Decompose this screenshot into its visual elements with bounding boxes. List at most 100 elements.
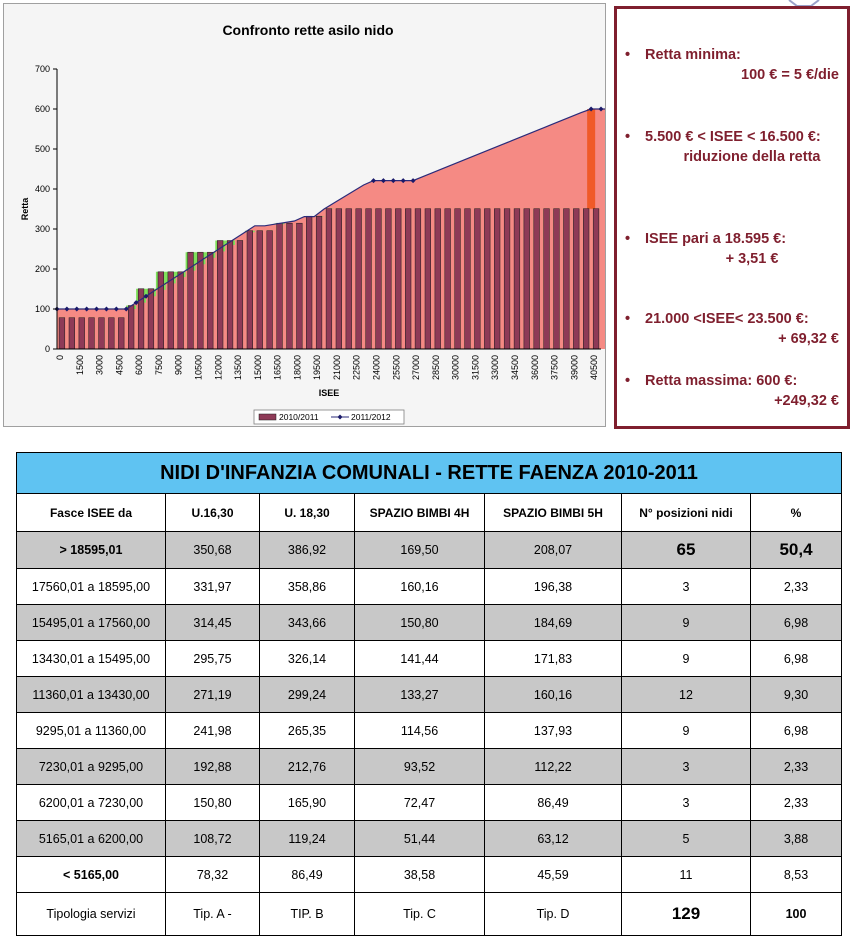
table-cell: 86,49	[484, 784, 622, 821]
y-tick-label: 100	[35, 304, 50, 314]
bar-2010-2011	[276, 222, 283, 350]
table-cell: 265,35	[259, 712, 355, 749]
table-header-cell: SPAZIO BIMBI 4H	[354, 493, 485, 532]
x-tick-label: 18000	[292, 355, 302, 380]
x-tick-label: 15000	[253, 355, 263, 380]
table-cell: 212,76	[259, 748, 355, 785]
x-tick-label: 27000	[411, 355, 421, 380]
table-footer-row: Tipologia servizi Tip. A - TIP. B Tip. C Tip…	[16, 892, 843, 936]
legend-label-2011-2012: 2011/2012	[351, 412, 391, 422]
table-cell: 9	[621, 640, 751, 677]
table-cell: 184,69	[484, 604, 622, 641]
bar-2010-2011	[494, 208, 501, 350]
table-cell: 2,33	[749, 784, 843, 821]
table-cell: TIP. B	[259, 892, 355, 936]
bar-2010-2011	[108, 317, 115, 350]
table-cell: 51,44	[354, 820, 485, 857]
table-cell: 150,80	[354, 604, 485, 641]
table-row: 9295,01 a 11360,00 241,98 265,35 114,56 137,…	[16, 712, 843, 749]
table-cell: 350,68	[165, 531, 260, 569]
table-cell: Tip. C	[354, 892, 485, 936]
table-cell: 208,07	[484, 531, 622, 569]
table-cell: 165,90	[259, 784, 355, 821]
line-marker	[380, 178, 386, 184]
x-tick-label: 22500	[352, 355, 362, 380]
line-marker	[400, 178, 406, 184]
bar-2010-2011	[226, 240, 234, 350]
bar-2010-2011	[375, 208, 382, 350]
table-cell: 119,24	[259, 820, 355, 857]
table-cell: 5	[621, 820, 751, 857]
bar-2010-2011	[395, 208, 402, 350]
bar-2010-2011	[68, 317, 75, 350]
bar-2010-2011	[325, 208, 333, 350]
bar-2010-2011	[266, 230, 273, 350]
bar-2010-2011	[167, 271, 174, 350]
table-cell: 13430,01 a 15495,00	[16, 640, 166, 677]
table-cell: 5165,01 a 6200,00	[16, 820, 166, 857]
table-header-cell: U.16,30	[165, 493, 260, 532]
x-tick-label: 21000	[332, 355, 342, 380]
table-row: > 18595,01 350,68 386,92 169,50 208,07 65 50,4	[16, 531, 843, 569]
bar-2010-2011	[98, 317, 105, 350]
x-tick-label: 30000	[451, 355, 461, 380]
bar-2010-2011	[553, 208, 560, 350]
line-marker	[588, 106, 594, 112]
notes-box: • Retta minima: 100 € = 5 €/die • 5.500 …	[614, 6, 850, 429]
table-cell: > 18595,01	[16, 531, 166, 569]
table-header-row: Fasce ISEE da U.16,30 U. 18,30 SPAZIO BIMBI…	[16, 493, 843, 532]
bar-2010-2011	[405, 208, 412, 350]
note-retta-minima: • Retta minima: 100 € = 5 €/die	[625, 45, 839, 85]
line-marker	[64, 306, 70, 312]
table-cell: 129	[621, 892, 751, 936]
bullet-icon: •	[625, 47, 631, 63]
table-header-cell: U. 18,30	[259, 493, 355, 532]
table-cell: 11360,01 a 13430,00	[16, 676, 166, 713]
bar-2010-2011	[128, 305, 135, 350]
bar-2010-2011	[573, 208, 580, 350]
table-cell: 9	[621, 604, 751, 641]
bar-2010-2011	[484, 208, 491, 350]
table-cell: 137,93	[484, 712, 622, 749]
bar-2010-2011	[286, 222, 293, 350]
bar-2010-2011	[513, 208, 521, 350]
note-isee-18595: • ISEE pari a 18.595 €: + 3,51 €	[625, 229, 839, 269]
legend-box	[253, 409, 405, 425]
table-cell: 100	[749, 892, 843, 936]
line-marker	[84, 306, 90, 312]
table-cell: 271,19	[165, 676, 260, 713]
note-line2: riduzione della retta	[683, 149, 821, 165]
table-cell: 2,33	[749, 748, 843, 785]
bullet-icon: •	[625, 129, 631, 145]
y-tick-label: 500	[35, 144, 50, 154]
table-cell: 63,12	[484, 820, 622, 857]
x-tick-label: 9000	[174, 355, 184, 375]
bar-2010-2011	[523, 208, 530, 350]
bar-2010-2011	[464, 208, 471, 350]
max-increase-band	[587, 109, 596, 209]
table-cell: 9295,01 a 11360,00	[16, 712, 166, 749]
bar-2010-2011	[503, 208, 511, 350]
bar-2010-2011	[58, 317, 66, 350]
line-marker	[123, 306, 129, 312]
x-tick-label: 24000	[372, 355, 382, 380]
note-line1: 21.000 <ISEE< 23.500 €:	[645, 311, 809, 327]
bullet-icon: •	[625, 231, 631, 247]
table-cell: 141,44	[354, 640, 485, 677]
x-tick-label: 4500	[114, 355, 124, 375]
bar-2010-2011	[355, 208, 362, 350]
note-isee-21000: • 21.000 <ISEE< 23.500 €: + 69,32 €	[625, 309, 839, 349]
bar-2010-2011	[592, 208, 600, 350]
note-line2: + 69,32 €	[778, 331, 839, 347]
table-cell: 78,32	[165, 856, 260, 893]
table-header-cell: Fasce ISEE da	[16, 493, 166, 532]
bar-2010-2011	[78, 317, 85, 350]
table-cell: 295,75	[165, 640, 260, 677]
table-cell: 9	[621, 712, 751, 749]
x-tick-label: 39000	[569, 355, 579, 380]
y-axis-label: Retta	[20, 197, 30, 220]
table-row: 6200,01 a 7230,00 150,80 165,90 72,47 86,49 3…	[16, 784, 843, 821]
rette-chart: Confronto rette asilo nido 0 100 200 300 400 5…	[20, 22, 605, 425]
x-tick-label: 1500	[75, 355, 85, 375]
y-tick-label: 0	[45, 344, 50, 354]
